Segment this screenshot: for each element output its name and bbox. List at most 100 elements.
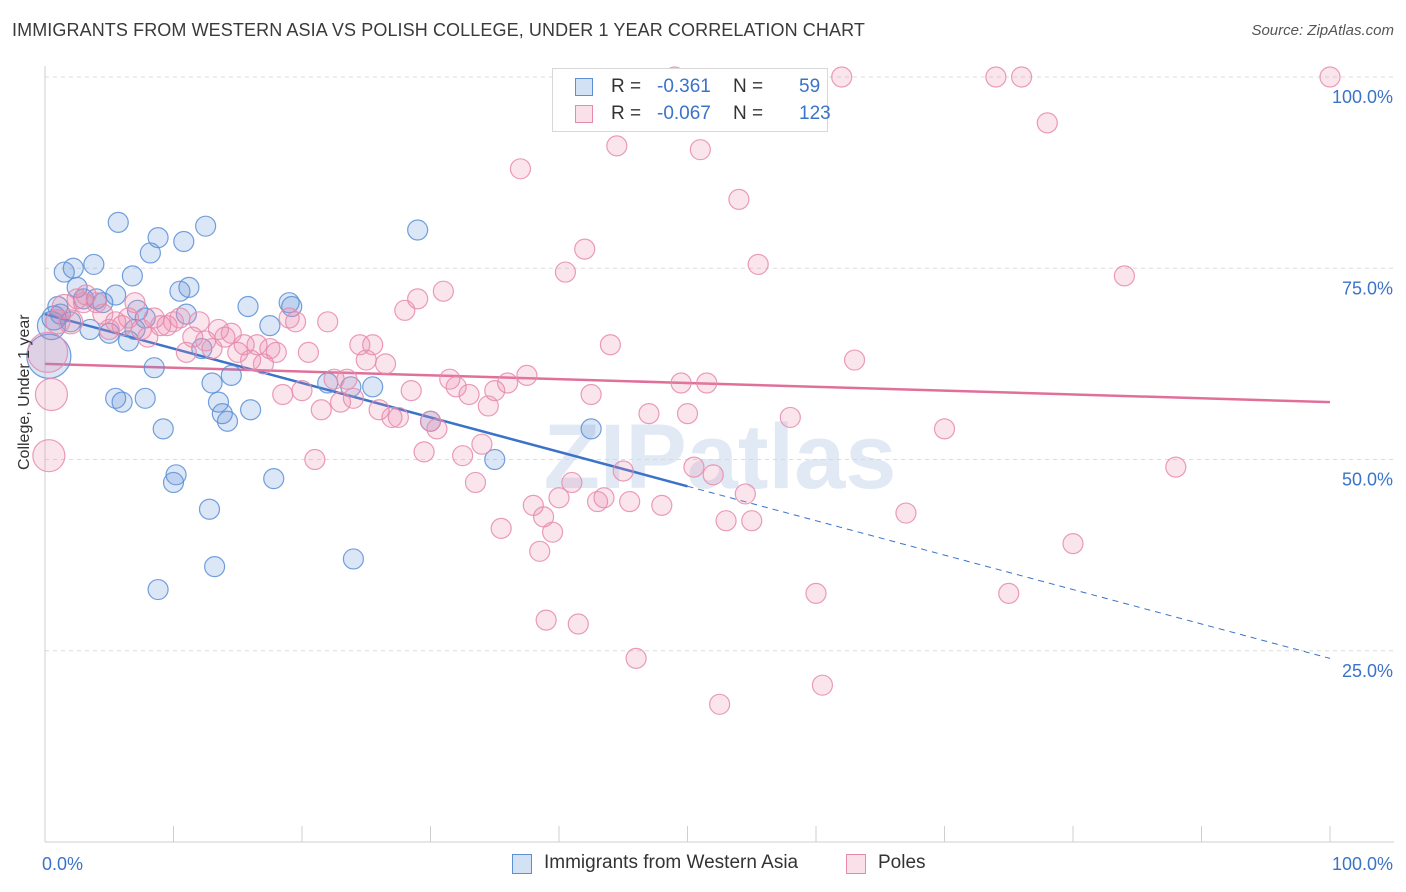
data-point xyxy=(134,387,156,409)
axes xyxy=(44,66,1394,843)
legend-r-label: R = xyxy=(611,103,642,124)
data-point xyxy=(278,307,300,329)
data-point xyxy=(51,293,77,320)
data-point xyxy=(216,410,239,432)
legend-n-value: 59 xyxy=(799,76,821,97)
data-point xyxy=(259,315,281,337)
data-point xyxy=(599,334,622,356)
data-point xyxy=(676,403,699,425)
data-point xyxy=(175,303,197,325)
tick-labels: 25.0% 50.0% 75.0% 100.0% 0.0% 100.0% xyxy=(42,87,1393,874)
data-point xyxy=(625,647,647,670)
data-point xyxy=(368,399,390,421)
data-point xyxy=(567,613,589,635)
correlation-legend: R = -0.361 N = 59 R = -0.067 N = 123 xyxy=(552,68,831,132)
data-point xyxy=(535,609,557,631)
data-point xyxy=(606,135,628,157)
data-point xyxy=(105,311,127,333)
data-point xyxy=(246,334,268,356)
data-point xyxy=(413,441,435,463)
data-point xyxy=(195,215,217,237)
data-point xyxy=(304,448,326,471)
y-tick-label: 25.0% xyxy=(1342,661,1393,681)
data-point xyxy=(561,471,583,494)
data-point xyxy=(169,307,191,329)
data-point xyxy=(484,448,506,471)
data-point xyxy=(26,331,69,373)
data-point xyxy=(284,311,307,333)
y-axis-label: College, Under 1 year xyxy=(16,314,33,470)
data-point xyxy=(147,227,169,249)
data-point xyxy=(85,292,108,314)
source-label: Source: ZipAtlas.com xyxy=(1251,22,1394,39)
legend-n-value: 123 xyxy=(799,103,831,124)
trendlines xyxy=(44,312,1331,659)
data-point xyxy=(471,433,493,455)
data-point xyxy=(484,380,506,402)
data-point xyxy=(188,311,210,333)
data-point xyxy=(1165,456,1187,478)
legend-swatch-pink xyxy=(575,105,593,123)
data-point xyxy=(362,376,384,398)
data-point xyxy=(586,490,609,513)
data-point xyxy=(689,139,711,161)
data-point xyxy=(1319,66,1341,88)
data-point xyxy=(336,368,358,390)
data-point xyxy=(240,399,262,421)
data-point xyxy=(593,487,615,509)
data-point xyxy=(58,309,84,335)
data-point xyxy=(342,548,364,570)
watermark: ZIPatlas xyxy=(544,406,897,508)
y-tick-label: 75.0% xyxy=(1342,278,1393,298)
data-point xyxy=(62,257,84,279)
data-point xyxy=(529,540,551,562)
data-point xyxy=(779,406,801,429)
data-point xyxy=(105,284,127,306)
data-point xyxy=(715,510,737,532)
data-point xyxy=(1010,66,1033,88)
data-point xyxy=(105,387,127,409)
data-point xyxy=(747,253,769,276)
chart-title: IMMIGRANTS FROM WESTERN ASIA VS POLISH C… xyxy=(12,20,865,40)
data-point xyxy=(32,439,66,473)
series-western-asia xyxy=(26,211,602,601)
data-point xyxy=(201,372,223,394)
bottom-legend-label: Poles xyxy=(878,852,926,873)
data-point xyxy=(452,445,474,467)
legend-r-label: R = xyxy=(611,76,642,97)
data-point xyxy=(400,380,422,402)
data-point xyxy=(178,276,200,298)
data-point xyxy=(554,261,577,283)
data-point xyxy=(162,471,185,494)
data-point xyxy=(619,490,641,513)
data-point xyxy=(83,253,105,276)
data-point xyxy=(143,357,165,379)
data-point xyxy=(541,521,564,543)
data-point xyxy=(574,238,596,260)
data-point xyxy=(516,364,538,386)
data-point xyxy=(734,483,756,505)
data-point xyxy=(152,418,174,440)
data-point xyxy=(265,341,287,363)
bottom-legend-label: Immigrants from Western Asia xyxy=(544,852,799,873)
data-point xyxy=(72,292,95,314)
data-point xyxy=(329,391,352,413)
data-point xyxy=(612,460,634,482)
data-point xyxy=(291,380,313,402)
data-point xyxy=(362,334,384,356)
data-point xyxy=(259,337,281,360)
y-tick-label: 50.0% xyxy=(1342,470,1393,490)
trendline-western-asia xyxy=(44,312,688,488)
data-point xyxy=(548,487,570,509)
data-point xyxy=(323,368,345,390)
data-point xyxy=(638,403,660,425)
data-point xyxy=(381,406,403,429)
data-point xyxy=(204,555,226,578)
data-point xyxy=(497,372,519,394)
data-point xyxy=(342,387,364,409)
data-point xyxy=(107,211,129,233)
data-point xyxy=(432,280,454,302)
data-point xyxy=(683,456,705,478)
data-point xyxy=(464,471,487,494)
data-point xyxy=(998,582,1020,604)
